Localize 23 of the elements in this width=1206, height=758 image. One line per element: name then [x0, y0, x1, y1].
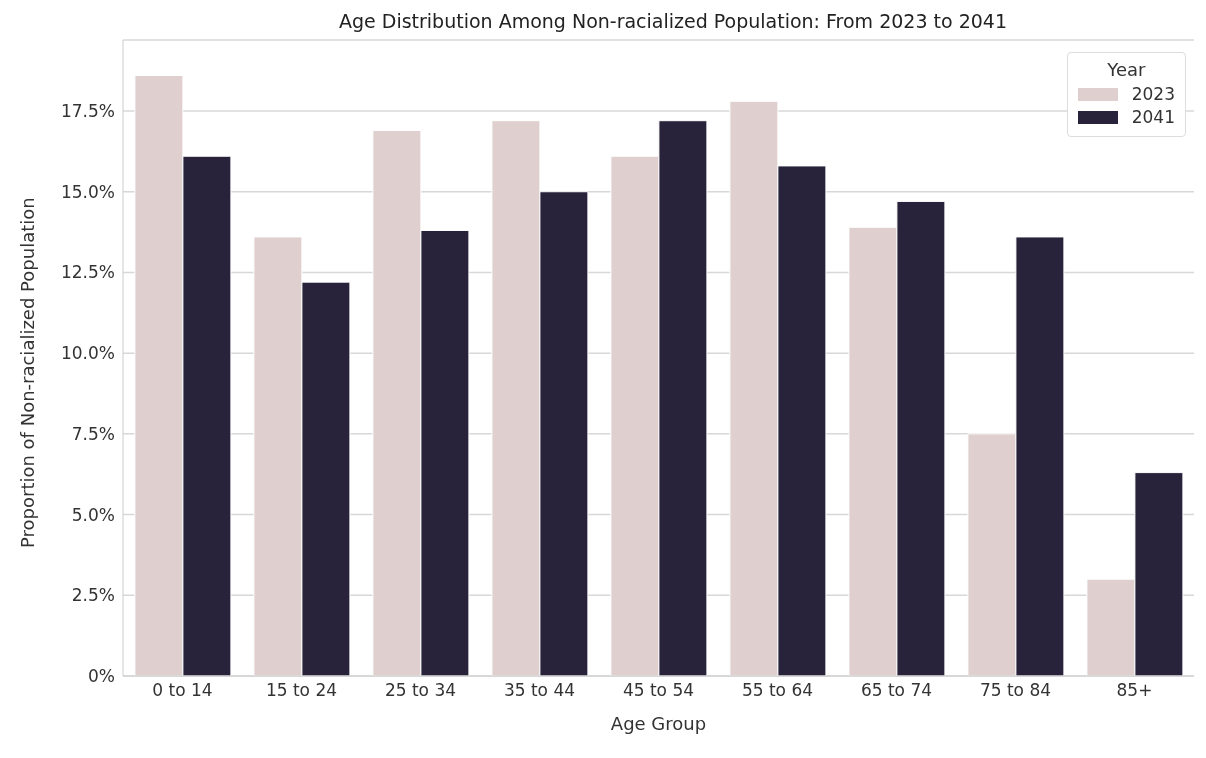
x-tick-label: 25 to 34 — [384, 680, 457, 701]
y-tick-label: 15.0% — [60, 181, 115, 202]
legend-label: 2023 — [1131, 84, 1175, 104]
y-tick-label: 5.0% — [71, 504, 115, 525]
y-tick-label: 12.5% — [60, 262, 115, 283]
y-tick-label: 7.5% — [71, 423, 115, 444]
chart-title: Age Distribution Among Non-racialized Population: From 2023 to 2041 — [337, 10, 1009, 32]
x-tick-label: 75 to 84 — [979, 680, 1052, 701]
x-tick-label: 0 to 14 — [152, 680, 213, 701]
y-axis-title: Proportion of Non-racialized Population — [17, 197, 39, 548]
y-tick-label: 10.0% — [60, 343, 115, 364]
x-tick-label: 85+ — [1116, 680, 1153, 701]
x-tick-label: 15 to 24 — [265, 680, 338, 701]
x-tick-label: 35 to 44 — [503, 680, 576, 701]
legend-label: 2041 — [1131, 107, 1175, 127]
x-axis-title: Age Group — [610, 713, 707, 734]
y-tick-label: 17.5% — [60, 101, 115, 122]
y-tick-label: 0% — [88, 666, 115, 687]
x-tick-label: 45 to 54 — [622, 680, 695, 701]
x-tick-label: 65 to 74 — [860, 680, 933, 701]
x-tick-label: 55 to 64 — [741, 680, 814, 701]
y-tick-label: 2.5% — [71, 585, 115, 606]
legend-title: Year — [1106, 59, 1147, 80]
